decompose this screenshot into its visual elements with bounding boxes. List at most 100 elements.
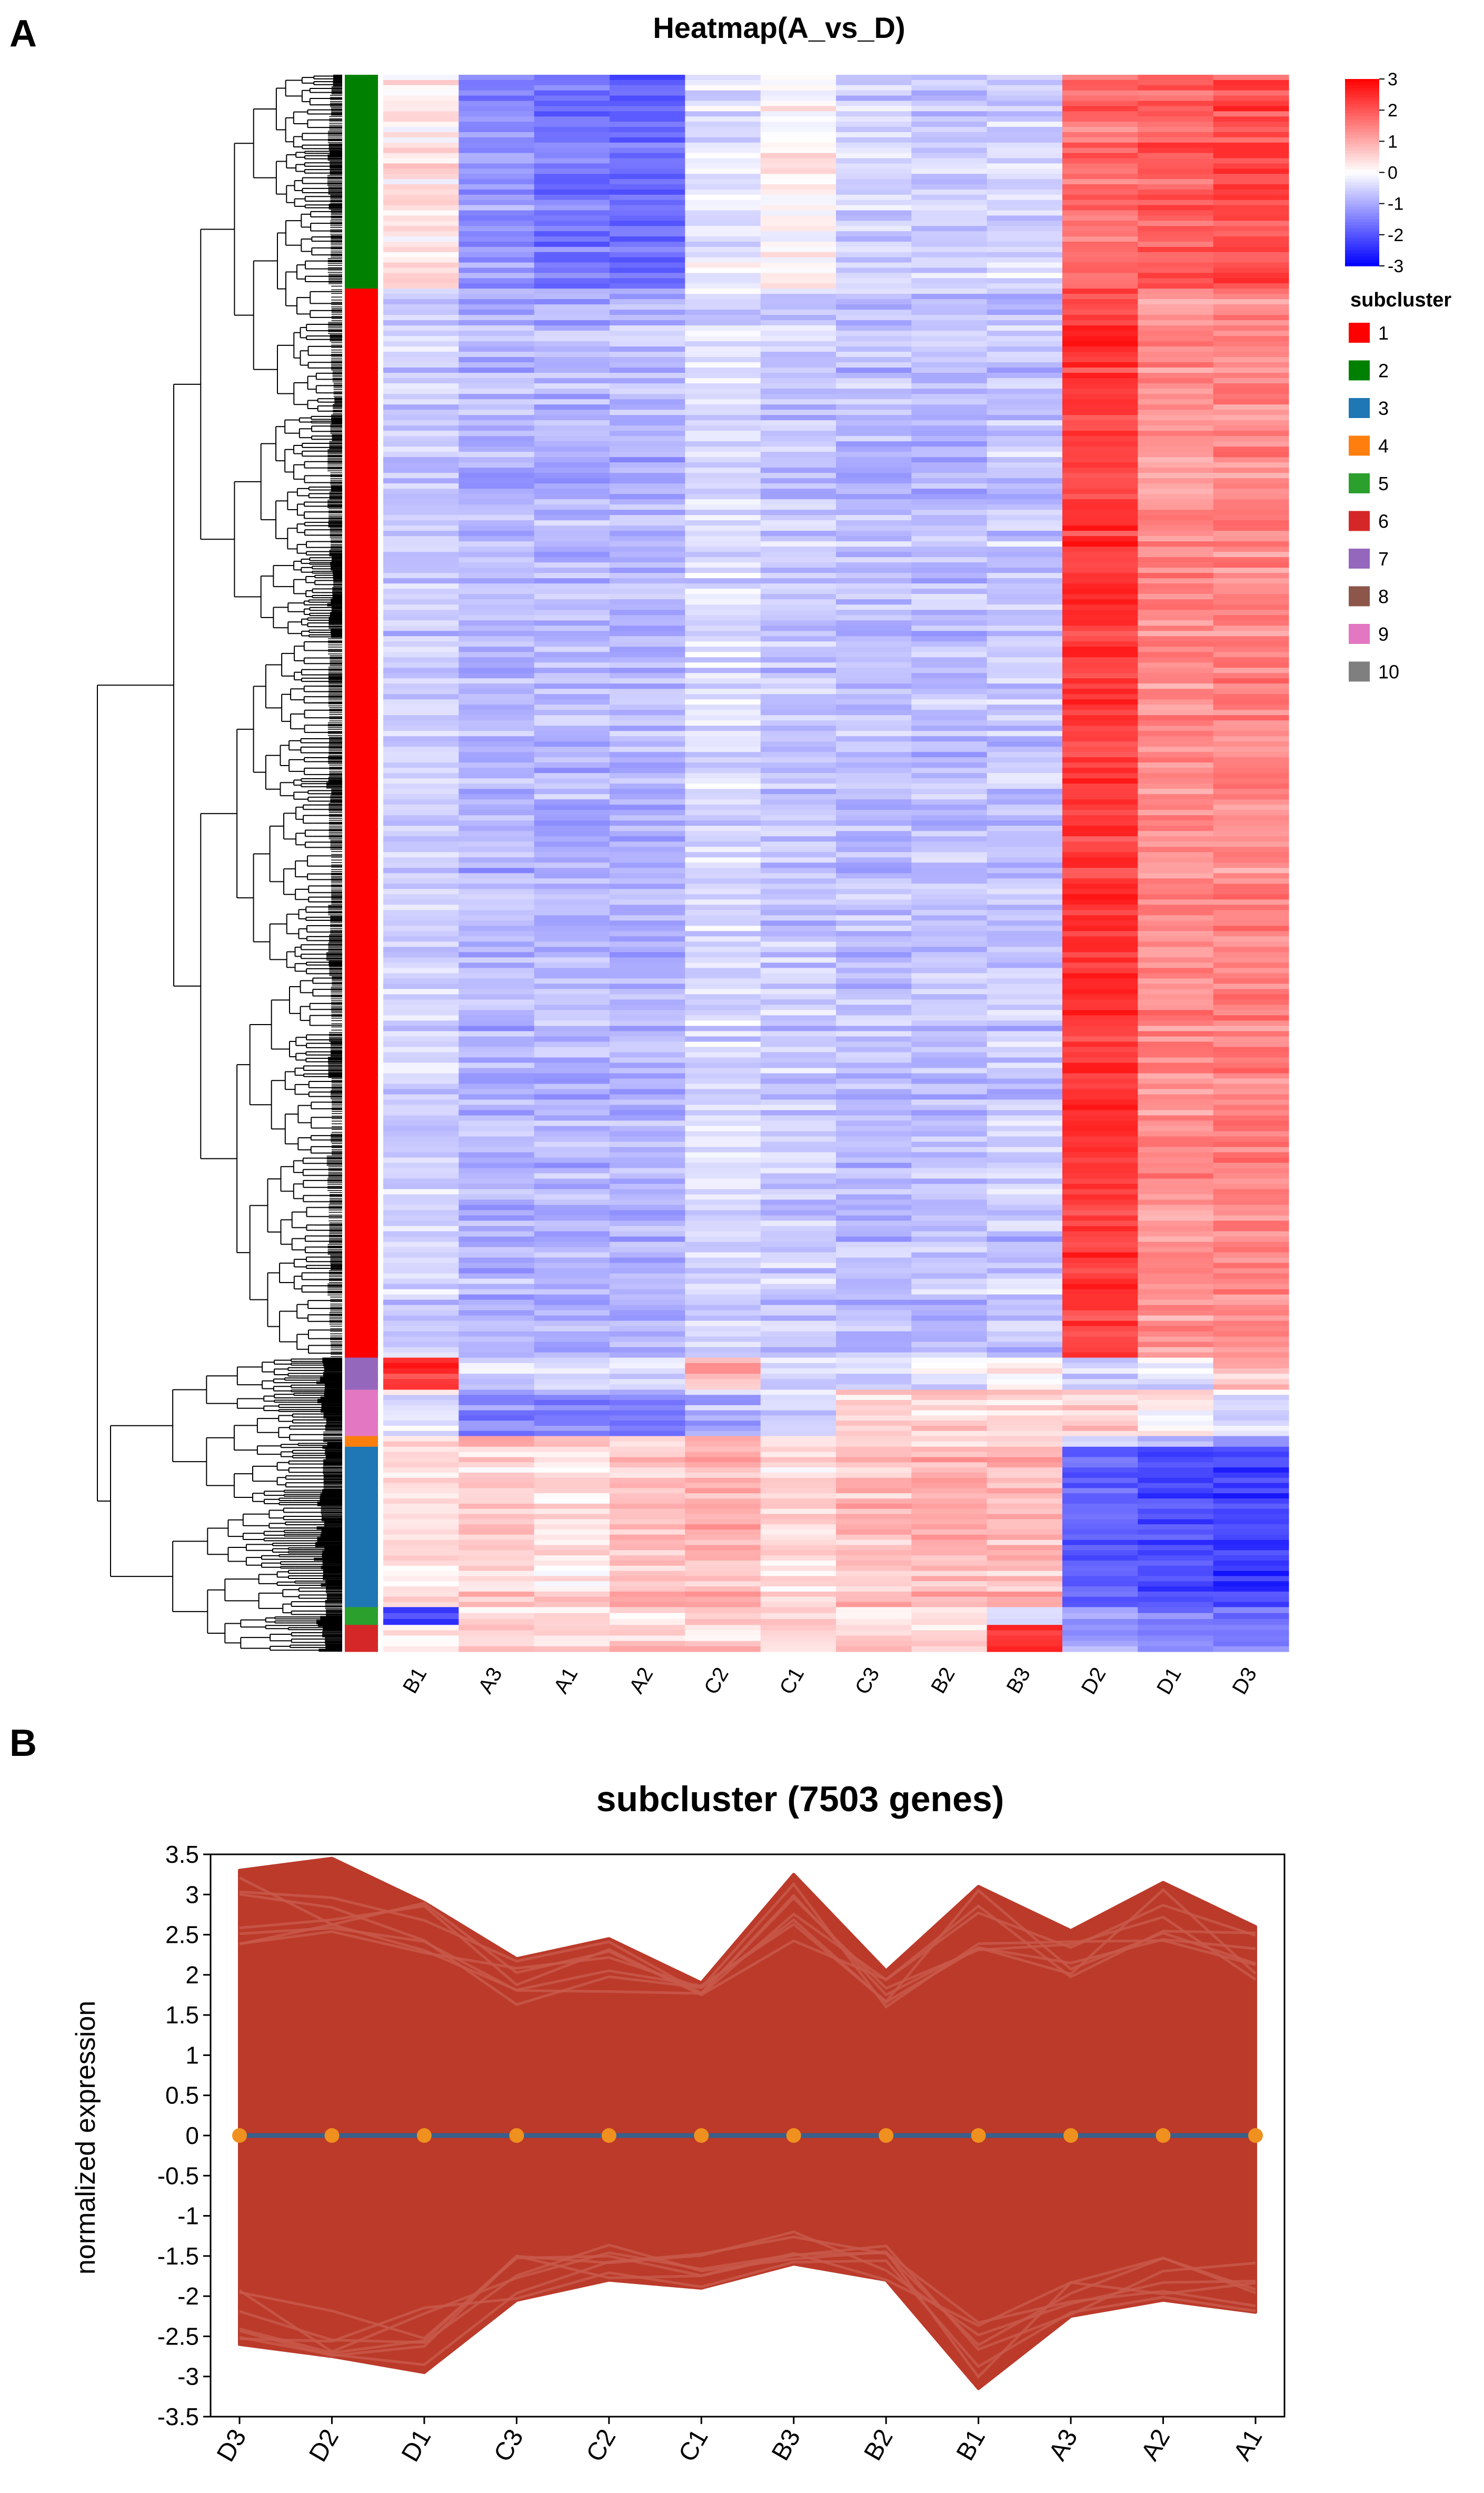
heatmap-cell	[1062, 625, 1138, 631]
heatmap-cell	[760, 132, 836, 138]
heatmap-cell	[987, 132, 1063, 138]
heatmap-cell	[383, 294, 459, 300]
heatmap-cell	[1062, 741, 1138, 747]
heatmap-cell	[534, 525, 610, 531]
heatmap-cell	[1213, 210, 1289, 216]
heatmap-cell	[987, 710, 1063, 716]
heatmap-cell	[1138, 773, 1214, 779]
heatmap-cell	[685, 399, 761, 405]
heatmap-cell	[383, 273, 459, 279]
heatmap-cell	[1213, 957, 1289, 963]
heatmap-cell	[459, 804, 535, 810]
heatmap-cell	[836, 762, 912, 768]
heatmap-cell	[685, 452, 761, 458]
heatmap-cell	[1062, 494, 1138, 500]
heatmap-cell	[911, 483, 988, 489]
heatmap-cell	[534, 641, 610, 647]
heatmap-cell	[459, 889, 535, 895]
heatmap-cell	[1213, 941, 1289, 947]
heatmap-cell	[383, 547, 459, 552]
heatmap-cell	[987, 668, 1063, 673]
heatmap-cell	[610, 246, 685, 253]
heatmap-cell	[1138, 557, 1214, 563]
heatmap-cell	[836, 894, 912, 900]
heatmap-cell	[987, 578, 1063, 584]
heatmap-cell	[610, 557, 685, 563]
heatmap-cell	[383, 557, 459, 563]
heatmap-cell	[911, 153, 988, 159]
heatmap-cell	[685, 920, 761, 926]
heatmap-cell	[760, 926, 836, 931]
heatmap-cell	[1062, 504, 1138, 510]
heatmap-cell	[459, 184, 535, 190]
heatmap-cell	[760, 352, 836, 357]
heatmap-cell	[836, 415, 912, 421]
heatmap-cell	[1062, 662, 1138, 668]
heatmap-cell	[1062, 899, 1138, 905]
heatmap-cell	[987, 310, 1063, 315]
heatmap-cell	[1138, 158, 1214, 164]
heatmap-cell	[685, 815, 761, 821]
heatmap-cell	[1138, 132, 1214, 138]
heatmap-cell	[987, 931, 1063, 937]
heatmap-cell	[987, 873, 1063, 879]
heatmap-cell	[459, 310, 535, 315]
heatmap-cell	[685, 137, 761, 143]
heatmap-cell	[1213, 868, 1289, 873]
heatmap-cell	[534, 368, 610, 373]
heatmap-cell	[534, 720, 610, 726]
heatmap-cell	[1138, 715, 1214, 721]
heatmap-cell	[610, 962, 685, 968]
heatmap-cell	[1062, 310, 1138, 315]
heatmap-cell	[383, 310, 459, 315]
heatmap-cell	[1062, 631, 1138, 637]
heatmap-cell	[1213, 389, 1289, 394]
heatmap-cell	[1062, 394, 1138, 400]
row-dendrogram	[97, 74, 342, 1652]
heatmap-cell	[760, 852, 836, 858]
heatmap-cell	[1138, 741, 1214, 747]
heatmap-cell	[459, 142, 535, 148]
heatmap-cell	[383, 174, 459, 180]
heatmap-cell	[685, 647, 761, 652]
heatmap-cell	[459, 910, 535, 916]
heatmap-cell	[987, 836, 1063, 842]
heatmap-cell	[1213, 689, 1289, 694]
heatmap-cell	[760, 294, 836, 300]
heatmap-cell	[836, 704, 912, 710]
heatmap-cell	[534, 446, 610, 452]
heatmap-cell	[1213, 836, 1289, 842]
heatmap-cell	[459, 652, 535, 658]
heatmap-cell	[459, 462, 535, 468]
heatmap-cell	[534, 179, 610, 185]
heatmap-cell	[987, 101, 1063, 106]
heatmap-cell	[610, 75, 685, 81]
heatmap-cell	[1213, 446, 1289, 452]
heatmap-cell	[685, 636, 761, 642]
heatmap-cell	[987, 826, 1063, 831]
heatmap-cell	[1062, 589, 1138, 594]
heatmap-cell	[1138, 425, 1214, 431]
heatmap-cell	[610, 142, 685, 148]
heatmap-cell	[760, 473, 836, 479]
heatmap-cell	[610, 894, 685, 900]
heatmap-cell	[911, 941, 988, 947]
heatmap-cell	[1138, 878, 1214, 884]
heatmap-cell	[836, 494, 912, 500]
heatmap-cell	[610, 252, 685, 258]
heatmap-cell	[1138, 499, 1214, 505]
heatmap-cell	[1138, 768, 1214, 773]
heatmap-cell	[685, 694, 761, 700]
heatmap-cell	[685, 373, 761, 379]
heatmap-cell	[987, 973, 1063, 979]
heatmap-cell	[987, 90, 1063, 96]
heatmap-cell	[1138, 346, 1214, 352]
heatmap-cell	[1062, 710, 1138, 716]
heatmap-cell	[534, 436, 610, 442]
heatmap-cell	[1062, 889, 1138, 895]
heatmap-cell	[610, 489, 685, 494]
heatmap-cell	[836, 478, 912, 484]
heatmap-cell	[987, 441, 1063, 447]
heatmap-cell	[760, 226, 836, 232]
heatmap-cell	[1062, 174, 1138, 180]
